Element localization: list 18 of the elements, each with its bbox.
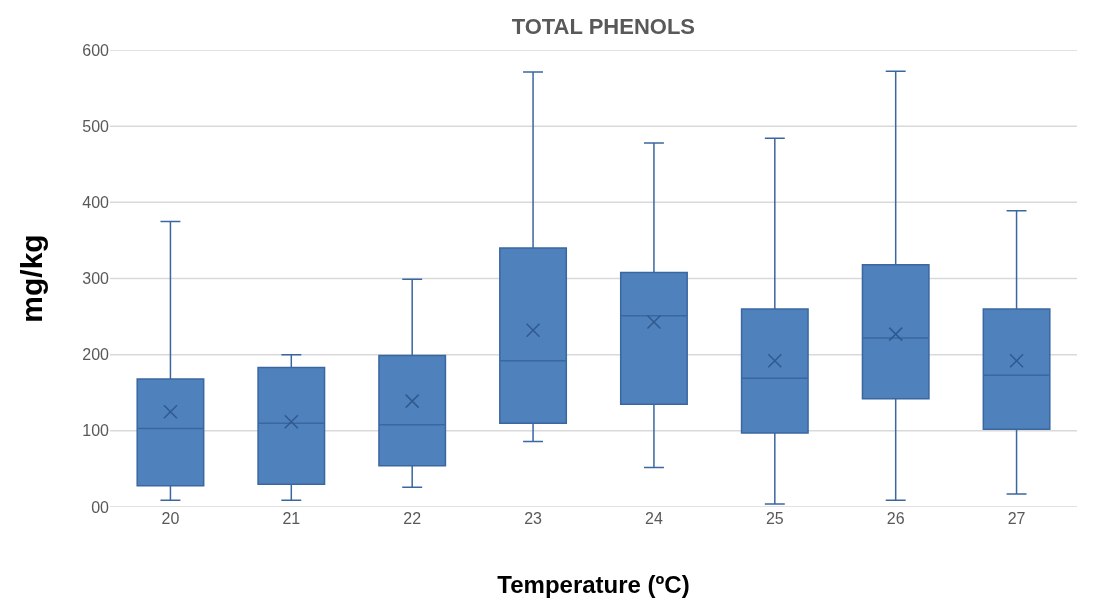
- x-tick-label: 22: [403, 510, 422, 527]
- x-tick-label: 24: [645, 510, 663, 527]
- y-tick-label: 300: [82, 270, 110, 288]
- y-axis-title: mg/kg: [15, 234, 49, 323]
- x-tick-label: 25: [765, 510, 784, 527]
- x-tick-label: 26: [886, 510, 905, 527]
- x-tick-label: 20: [161, 510, 180, 527]
- x-tick-label: 27: [1007, 510, 1026, 527]
- x-axis-title: Temperature (ºC): [497, 571, 690, 599]
- y-tick-label: 400: [82, 193, 110, 211]
- y-tick-label: 00: [91, 498, 110, 516]
- chart-title: TOTAL PHENOLS: [511, 13, 696, 39]
- y-tick-label: 600: [82, 41, 110, 59]
- y-tick-label: 500: [82, 117, 110, 135]
- x-tick-label: 23: [524, 510, 543, 527]
- y-tick-label: 100: [82, 422, 110, 440]
- y-tick-label: 200: [82, 346, 110, 364]
- x-tick-label: 21: [282, 510, 301, 527]
